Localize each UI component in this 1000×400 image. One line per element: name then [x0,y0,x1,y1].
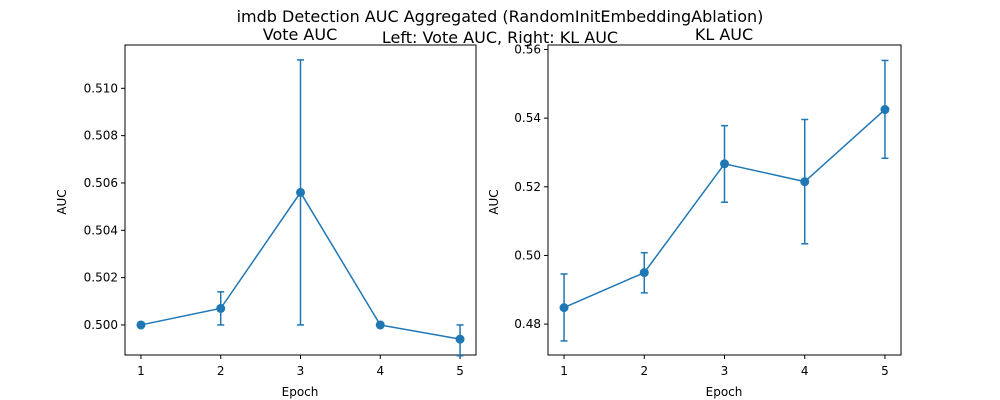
kl-auc-x-tick-label: 4 [801,364,809,378]
kl-auc-y-tick-label: 0.50 [514,248,541,262]
kl-auc-data-point [880,105,890,115]
vote-auc-x-tick-label: 4 [376,364,384,378]
vote-auc-x-tick-label: 3 [297,364,305,378]
kl-auc-x-tick-label: 1 [560,364,568,378]
kl-auc-data-point [800,177,810,187]
vote-auc-data-point [136,320,146,330]
vote-auc-data-point [375,320,385,330]
vote-auc-y-tick-label: 0.502 [84,271,118,285]
kl-auc-data-point [559,303,569,313]
vote-auc-x-tick-label: 5 [456,364,464,378]
vote-auc-panel: Vote AUC Epoch AUC 1 2 3 4 5 0.500 0.502 0.504 0… [55,25,477,399]
vote-auc-data-point [455,334,465,344]
vote-auc-plot-area: 1 2 3 4 5 0.500 0.502 0.504 0.506 0.508 0.510 [84,44,477,378]
figure-subtitle: Left: Vote AUC, Right: KL AUC [382,28,618,47]
kl-auc-panel-title: KL AUC [695,25,753,44]
kl-auc-data-point [639,268,649,278]
vote-auc-y-tick-label: 0.500 [84,318,118,332]
kl-auc-y-tick-label: 0.48 [514,317,541,331]
kl-auc-y-tick-label: 0.56 [514,42,541,56]
vote-auc-y-tick-label: 0.508 [84,129,118,143]
kl-auc-y-axis-label: AUC [487,189,501,214]
kl-auc-panel: KL AUC Epoch AUC 1 2 3 4 5 0.48 0.50 0.52 0.54 0.… [487,25,902,399]
vote-auc-y-tick-label: 0.510 [84,81,118,95]
kl-auc-plot-area: 1 2 3 4 5 0.48 0.50 0.52 0.54 0.56 [514,42,902,378]
vote-auc-y-axis-label: AUC [55,189,69,214]
vote-auc-y-tick-label: 0.506 [84,176,118,190]
kl-auc-data-point [720,159,729,169]
vote-auc-x-axis-label: Epoch [282,385,319,399]
vote-auc-x-tick-label: 2 [217,364,225,378]
vote-auc-data-point [216,303,226,313]
vote-auc-panel-title: Vote AUC [263,25,338,44]
figure-title: imdb Detection AUC Aggregated (RandomIni… [237,7,764,26]
kl-auc-x-tick-label: 2 [640,364,648,378]
kl-auc-x-tick-label: 3 [721,364,729,378]
kl-auc-y-tick-label: 0.52 [514,180,541,194]
vote-auc-y-tick-label: 0.504 [84,223,118,237]
kl-auc-x-tick-label: 5 [881,364,889,378]
vote-auc-x-tick-label: 1 [137,364,145,378]
kl-auc-x-axis-label: Epoch [706,385,743,399]
kl-auc-y-tick-label: 0.54 [514,111,541,125]
vote-auc-data-point [296,187,305,197]
